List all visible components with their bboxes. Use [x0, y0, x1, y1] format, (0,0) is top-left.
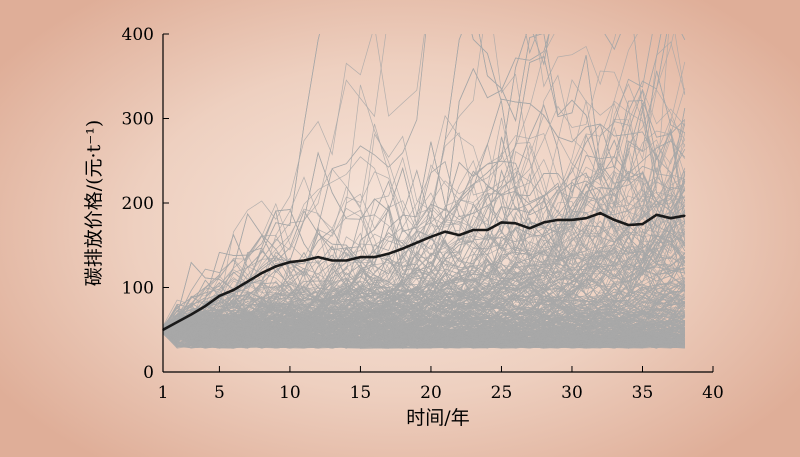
mean-point: [190, 313, 192, 316]
simulated-path: [163, 302, 685, 348]
mean-point: [331, 259, 334, 262]
x-tick-label: 1: [158, 383, 169, 403]
simulated-path: [163, 34, 685, 328]
y-tick-label: 400: [122, 25, 154, 45]
simulated-path: [163, 34, 686, 344]
simulated-path: [163, 202, 685, 332]
simulated-path: [163, 301, 685, 349]
mean-point: [557, 219, 559, 221]
mean-point: [260, 272, 263, 274]
simulated-path: [163, 100, 686, 328]
mean-point: [571, 219, 573, 221]
simulated-paths: [163, 34, 686, 349]
simulated-path: [163, 326, 685, 345]
simulated-path: [163, 34, 621, 335]
mean-point: [444, 230, 446, 233]
simulated-path: [163, 273, 686, 348]
x-tick-label: 35: [632, 383, 654, 403]
mean-point: [345, 259, 348, 262]
x-tick-label: 40: [702, 383, 724, 403]
mean-point: [218, 295, 221, 297]
mean-point: [204, 305, 207, 307]
simulated-path: [163, 261, 685, 347]
mean-point: [317, 256, 319, 258]
simulated-path: [163, 195, 686, 334]
simulated-path: [163, 210, 685, 345]
y-tick-label: 200: [122, 194, 154, 214]
mean-point: [246, 280, 249, 283]
simulated-path: [163, 302, 685, 349]
mean-point: [472, 229, 475, 231]
simulated-path: [163, 262, 685, 330]
simulated-path: [163, 313, 686, 348]
simulated-path: [163, 34, 686, 329]
simulated-path: [163, 291, 685, 330]
simulated-path: [163, 330, 685, 348]
mean-point: [387, 252, 390, 255]
mean-point: [430, 236, 432, 238]
simulated-path: [163, 237, 685, 349]
simulated-path: [163, 188, 686, 348]
simulated-path: [163, 300, 685, 347]
simulated-path: [163, 34, 685, 330]
simulated-path: [163, 55, 686, 329]
mean-point: [275, 265, 277, 268]
simulated-path: [163, 181, 686, 336]
mean-point: [486, 229, 489, 231]
mean-price-line: [162, 211, 686, 331]
mean-point: [401, 247, 404, 250]
simulated-path: [163, 108, 686, 343]
simulated-path: [163, 308, 686, 348]
simulated-path: [163, 170, 686, 349]
y-axis-title: 碳排放价格/(元·t⁻¹): [83, 120, 105, 287]
mean-point: [289, 261, 291, 263]
mean-series: [162, 211, 686, 331]
simulated-path: [163, 298, 685, 341]
simulated-path: [163, 177, 686, 334]
mean-point: [373, 256, 376, 258]
x-tick-label: 20: [420, 383, 442, 403]
x-tick-label: 30: [561, 383, 583, 403]
simulated-path: [163, 172, 686, 331]
simulated-path: [163, 170, 686, 333]
simulated-path: [163, 172, 686, 330]
simulated-path: [163, 257, 685, 343]
mean-point: [458, 234, 461, 236]
mean-point: [627, 224, 630, 226]
mean-point: [359, 256, 362, 258]
x-tick-label: 10: [279, 383, 301, 403]
mean-point: [303, 259, 305, 262]
mean-point: [500, 221, 503, 224]
mean-point: [176, 321, 178, 323]
mean-point: [585, 217, 587, 219]
simulated-path: [163, 172, 686, 335]
mean-point: [641, 223, 644, 225]
x-tick-label: 25: [491, 383, 513, 403]
mean-point: [655, 214, 658, 216]
x-tick-label: 15: [350, 383, 372, 403]
mean-point: [543, 221, 545, 224]
mean-point: [416, 241, 418, 244]
simulated-path: [163, 284, 685, 349]
simulated-path: [163, 327, 685, 349]
mean-point: [684, 214, 686, 217]
simulated-path: [163, 243, 686, 348]
x-tick-label: 5: [214, 383, 225, 403]
y-tick-label: 300: [122, 110, 154, 130]
mean-point: [232, 289, 235, 291]
simulated-path: [163, 287, 685, 340]
simulated-path: [163, 151, 685, 336]
simulated-path: [163, 34, 662, 345]
mean-point: [514, 222, 517, 225]
x-axis-title: 时间/年: [406, 407, 469, 429]
mean-point: [528, 227, 531, 230]
y-tick-label: 100: [122, 279, 154, 299]
mean-point: [613, 219, 616, 221]
y-tick-label: 0: [143, 363, 154, 383]
mean-point: [669, 217, 672, 219]
mean-point: [599, 212, 601, 214]
simulated-path: [163, 98, 686, 333]
